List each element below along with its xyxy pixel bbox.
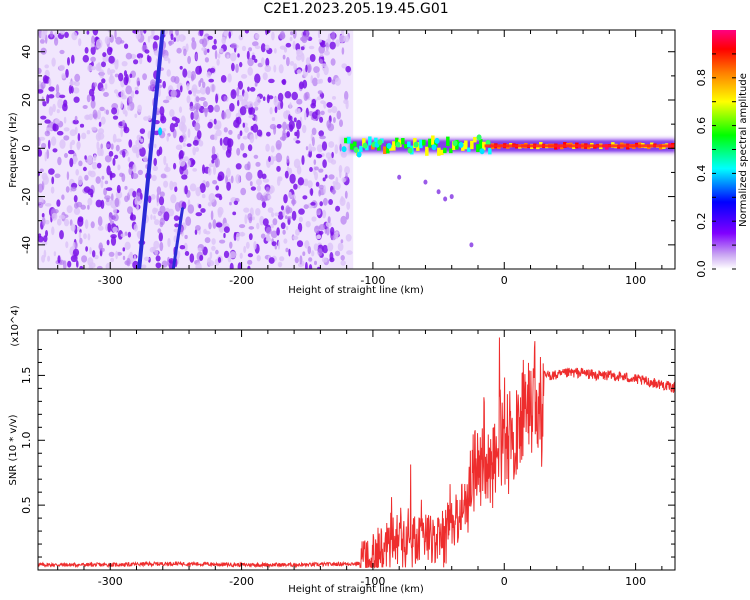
y-tick-label: -40: [20, 236, 33, 254]
colorbar-label: Normalized spectral amplitude: [738, 73, 749, 227]
spectrogram-y-label: Frequency (Hz): [8, 112, 19, 188]
snr-y-axis: 0.5 1.0 1.5: [20, 348, 675, 558]
snr-y-multiplier: (x10^4): [10, 305, 21, 346]
snr-y-label: SNR (10 * v/v): [8, 414, 19, 485]
signal-tail-dot: [443, 196, 448, 202]
y-tick-label: -20: [20, 188, 33, 206]
spectrogram-x-axis: -300 -200 -100 0 100: [57, 30, 663, 287]
snr-frame: [37, 329, 676, 571]
x-tick-label: 0: [501, 575, 508, 588]
x-tick-label: 100: [625, 575, 646, 588]
x-tick-label: 100: [625, 274, 646, 287]
x-tick-label: 0: [501, 274, 508, 287]
signal-tail-dot: [436, 189, 441, 195]
signal-tail-dot: [397, 174, 402, 180]
x-tick-label: -300: [98, 274, 123, 287]
colorbar-tick-label: 0.2: [695, 212, 708, 230]
interference-streak: [171, 207, 184, 269]
colorbar-tick-label: 0.6: [695, 117, 708, 135]
colorbar-tick-label: 0.0: [695, 260, 708, 278]
y-tick-label: 1.0: [20, 432, 33, 450]
x-tick-label: -300: [98, 575, 123, 588]
signal-tail-dot: [423, 179, 428, 185]
spectrogram-image: [38, 30, 675, 269]
signal-tail-dot: [469, 242, 474, 248]
y-tick-label: 1.5: [20, 367, 33, 385]
snr-x-axis: -300 -200 -100 0 100: [57, 330, 663, 588]
noise-speckles: [38, 30, 353, 269]
streak-highlight: [158, 127, 163, 136]
spectrogram-x-label: Height of straight line (km): [288, 285, 424, 296]
snr-x-label: Height of straight line (km): [288, 584, 424, 595]
x-tick-label: -200: [229, 274, 254, 287]
snr-panel: -300 -200 -100 0 100 0.5 1.0 1.5 Height of str…: [8, 305, 676, 595]
x-tick-label: -200: [229, 575, 254, 588]
signal-tail-dot: [449, 194, 454, 200]
y-tick-label: 20: [20, 93, 33, 107]
spectrogram-frame: [37, 29, 676, 270]
carrier-signal-band: [340, 134, 675, 248]
y-tick-label: 0.5: [20, 496, 33, 514]
chart-title: C2E1.2023.205.19.45.G01: [263, 1, 449, 17]
spectrogram-y-axis: -40 -20 0 20 40: [20, 45, 675, 254]
y-tick-label: 40: [20, 45, 33, 59]
colorbar-ticks: 0.0 0.2 0.4 0.6 0.8: [695, 53, 736, 278]
colorbar-tick-label: 0.4: [695, 165, 708, 183]
snr-series-line: [38, 337, 675, 569]
interference-streak: [137, 30, 165, 269]
y-tick-label: 0: [20, 145, 33, 152]
colorbar-tick-label: 0.8: [695, 69, 708, 87]
x-tick-label: -100: [360, 274, 385, 287]
x-tick-label: -100: [360, 575, 385, 588]
colorbar: 0.0 0.2 0.4 0.6 0.8 Normalized spectral ampl…: [695, 30, 749, 278]
